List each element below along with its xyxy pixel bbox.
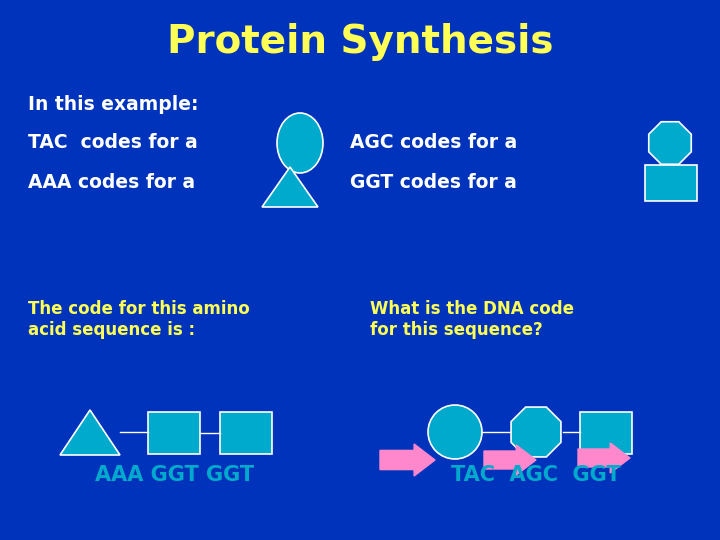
Polygon shape [262, 167, 318, 207]
FancyArrow shape [578, 443, 630, 473]
Bar [148, 412, 200, 454]
Ellipse shape [428, 405, 482, 459]
Bar [645, 165, 697, 201]
Bar [580, 412, 632, 454]
Text: The code for this amino
acid sequence is :: The code for this amino acid sequence is… [28, 300, 250, 339]
Text: TAC  codes for a: TAC codes for a [28, 132, 198, 152]
FancyArrow shape [484, 445, 536, 475]
Polygon shape [649, 122, 691, 164]
Bar [220, 412, 272, 454]
Text: TAC  AGC  GGT: TAC AGC GGT [451, 465, 621, 485]
FancyArrow shape [380, 444, 435, 476]
Polygon shape [511, 407, 561, 457]
Text: What is the DNA code
for this sequence?: What is the DNA code for this sequence? [370, 300, 574, 339]
Text: In this example:: In this example: [28, 96, 199, 114]
Text: AAA GGT GGT: AAA GGT GGT [96, 465, 255, 485]
Text: AGC codes for a: AGC codes for a [350, 132, 517, 152]
Text: Protein Synthesis: Protein Synthesis [167, 23, 553, 61]
Text: GGT codes for a: GGT codes for a [350, 172, 517, 192]
Ellipse shape [277, 113, 323, 173]
Text: AAA codes for a: AAA codes for a [28, 172, 195, 192]
Polygon shape [60, 410, 120, 455]
